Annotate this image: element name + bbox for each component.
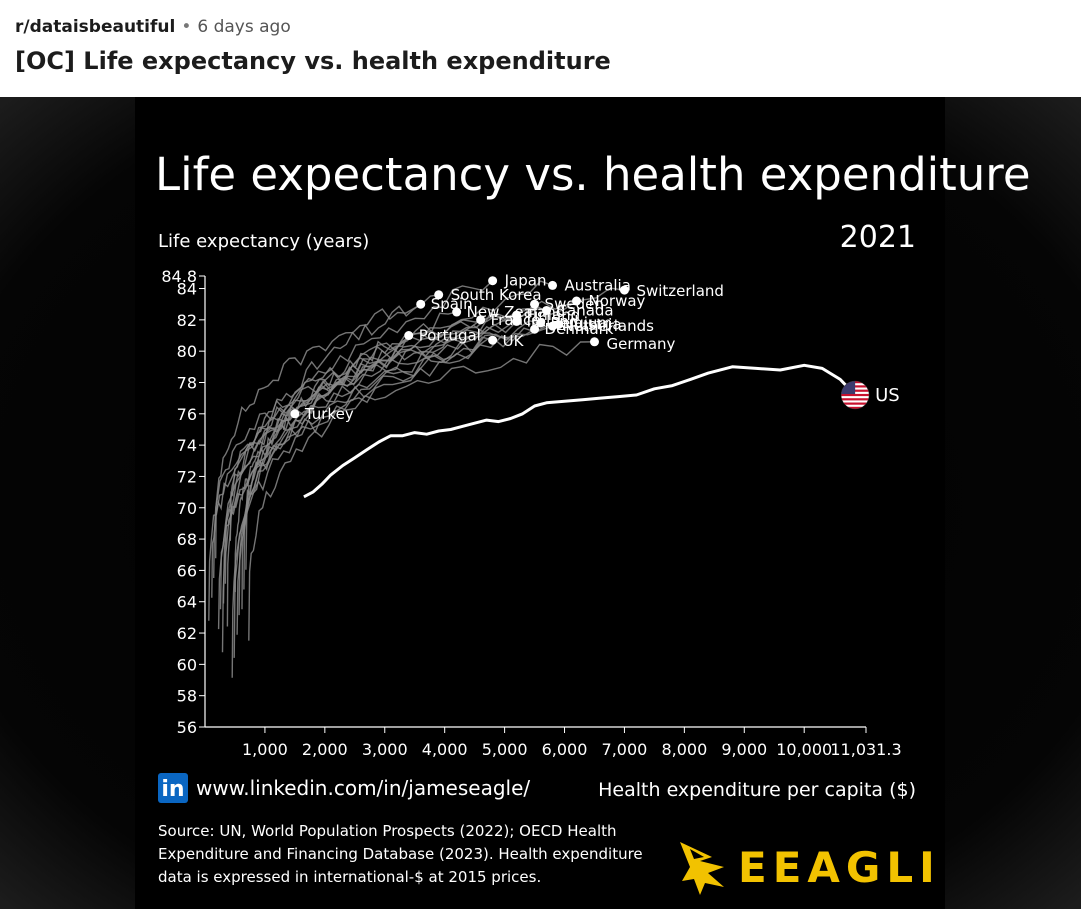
- x-tick-label: 10,000: [776, 740, 832, 759]
- country-point: [619, 285, 629, 295]
- country-point: [434, 290, 444, 300]
- country-point: [512, 316, 522, 326]
- us-label: US: [875, 385, 900, 406]
- country-point: [548, 321, 558, 331]
- post-header: r/dataisbeautiful • 6 days ago [OC] Life e…: [0, 0, 1081, 97]
- post-media[interactable]: Life expectancy vs. health expenditure L…: [0, 97, 1081, 909]
- country-line: [229, 328, 535, 541]
- post-time: 6 days ago: [197, 17, 291, 37]
- country-label: Norway: [589, 292, 646, 310]
- y-tick-label: 74: [177, 436, 197, 455]
- y-tick-label: 62: [177, 624, 197, 643]
- country-point: [542, 305, 552, 315]
- country-point: [536, 318, 546, 328]
- meta-separator: •: [181, 17, 192, 37]
- other-country-lines: [208, 280, 625, 678]
- chart-background: [135, 97, 945, 909]
- country-line: [236, 320, 541, 635]
- country-label: Netherlands: [563, 317, 655, 335]
- y-tick-label: 58: [177, 687, 197, 706]
- country-point: [416, 299, 426, 309]
- y-tick-label: 82: [177, 311, 197, 330]
- y-tick-label: 78: [177, 373, 197, 392]
- country-label: Canada: [557, 301, 614, 319]
- chart-year: 2021: [840, 220, 916, 255]
- x-tick-label: 3,000: [362, 740, 408, 759]
- country-label: Belgium: [551, 314, 613, 332]
- source-line-3: data is expressed in international-$ at …: [158, 868, 541, 886]
- us-series-line: [303, 363, 857, 499]
- country-line: [234, 406, 296, 593]
- country-line: [224, 320, 518, 584]
- x-tick-label: 9,000: [721, 740, 767, 759]
- country-label: Turkey: [304, 405, 354, 423]
- x-tick-label: 11,031.3: [830, 740, 901, 759]
- source-line-2: Expenditure and Financing Database (2023…: [158, 845, 643, 863]
- subreddit-link[interactable]: r/dataisbeautiful: [15, 17, 176, 37]
- y-axis-label: Life expectancy (years): [158, 231, 369, 252]
- country-label: Germany: [606, 335, 675, 353]
- country-point: [404, 331, 414, 341]
- logo-text: EEAGLI: [738, 843, 941, 892]
- x-tick-label: 2,000: [302, 740, 348, 759]
- y-tick-label: 84: [177, 280, 197, 299]
- country-point: [488, 276, 498, 286]
- country-line: [215, 294, 439, 559]
- x-tick-label: 5,000: [482, 740, 528, 759]
- y-tick-label: 56: [177, 718, 197, 737]
- eagle-logo-icon: [680, 842, 724, 895]
- y-tick-label: 80: [177, 342, 197, 361]
- post-meta: r/dataisbeautiful • 6 days ago: [15, 17, 291, 37]
- country-point: [530, 324, 540, 334]
- country-line: [226, 303, 422, 627]
- country-label: Switzerland: [636, 282, 724, 300]
- linkedin-icon-text: in: [161, 777, 184, 802]
- chart: Life expectancy vs. health expenditure L…: [0, 97, 1081, 909]
- country-label: UK: [503, 332, 525, 350]
- y-tick-label: 76: [177, 405, 197, 424]
- y-tick-label: 70: [177, 499, 197, 518]
- country-label: Spain: [431, 295, 473, 313]
- source-line-1: Source: UN, World Population Prospects (…: [158, 822, 617, 840]
- y-tick-label: 60: [177, 655, 197, 674]
- x-axis-label: Health expenditure per capita ($): [598, 779, 916, 801]
- country-point: [572, 296, 582, 306]
- country-points: Japan Australia Switzerland South KoreaSpai…: [290, 272, 724, 423]
- y-tick-label: 84.8: [161, 267, 197, 286]
- x-tick-label: 7,000: [602, 740, 648, 759]
- country-point: [589, 337, 599, 347]
- country-label: South Korea: [451, 286, 542, 304]
- country-line: [217, 325, 553, 630]
- chart-title: Life expectancy vs. health expenditure: [155, 148, 1031, 201]
- country-label: Japan: [504, 272, 547, 290]
- y-tick-label: 68: [177, 530, 197, 549]
- y-tick-label: 72: [177, 467, 197, 486]
- country-point: [452, 307, 462, 317]
- x-tick-label: 4,000: [422, 740, 468, 759]
- country-line: [213, 319, 482, 579]
- country-label: Australia: [565, 276, 631, 294]
- attribution-link[interactable]: www.linkedin.com/in/jameseagle/: [196, 776, 530, 800]
- us-flag-icon: [840, 380, 870, 410]
- country-label: Austria: [569, 316, 622, 334]
- country-point: [476, 315, 486, 325]
- country-point: [488, 335, 498, 345]
- country-label: Sweden: [545, 295, 604, 313]
- y-tick-label: 64: [177, 593, 197, 612]
- x-tick-label: 6,000: [542, 740, 588, 759]
- country-point: [530, 299, 540, 309]
- country-point: [548, 280, 558, 290]
- country-line: [211, 336, 493, 598]
- x-tick-label: 1,000: [242, 740, 288, 759]
- y-tick-label: 66: [177, 561, 197, 580]
- country-label: Portugal: [419, 327, 481, 345]
- country-point: [290, 409, 300, 419]
- linkedin-icon[interactable]: in: [158, 773, 188, 803]
- post-title[interactable]: [OC] Life expectancy vs. health expendit…: [15, 47, 611, 75]
- country-label: Denmark: [545, 320, 614, 338]
- country-point: [512, 310, 522, 320]
- x-tick-label: 8,000: [661, 740, 707, 759]
